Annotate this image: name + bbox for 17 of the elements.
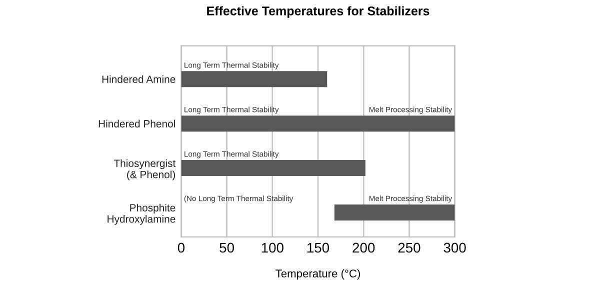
bar <box>181 71 328 88</box>
y-tick-label: Thiosynergist (& Phenol) <box>114 159 176 180</box>
x-tick-label: 300 <box>444 242 466 253</box>
y-tick-label: Phosphite Hydroxylamine <box>108 204 176 225</box>
bar <box>181 160 366 176</box>
x-tick-label: 250 <box>398 242 420 253</box>
bar <box>334 204 455 220</box>
x-tick-label: 200 <box>352 242 375 253</box>
x-axis-title: Temperature (°C) <box>276 269 360 280</box>
x-tick-label: 100 <box>262 242 284 253</box>
x-tick-label: 50 <box>220 242 234 253</box>
x-tick-label: 0 <box>178 242 185 253</box>
y-tick-label: Hindered Amine <box>102 75 176 84</box>
chart-title: Effective Temperatures for Stabilizers <box>207 6 430 18</box>
y-tick-label: Hindered Phenol <box>98 120 175 128</box>
bar <box>181 116 455 132</box>
x-tick-label: 150 <box>307 242 330 253</box>
